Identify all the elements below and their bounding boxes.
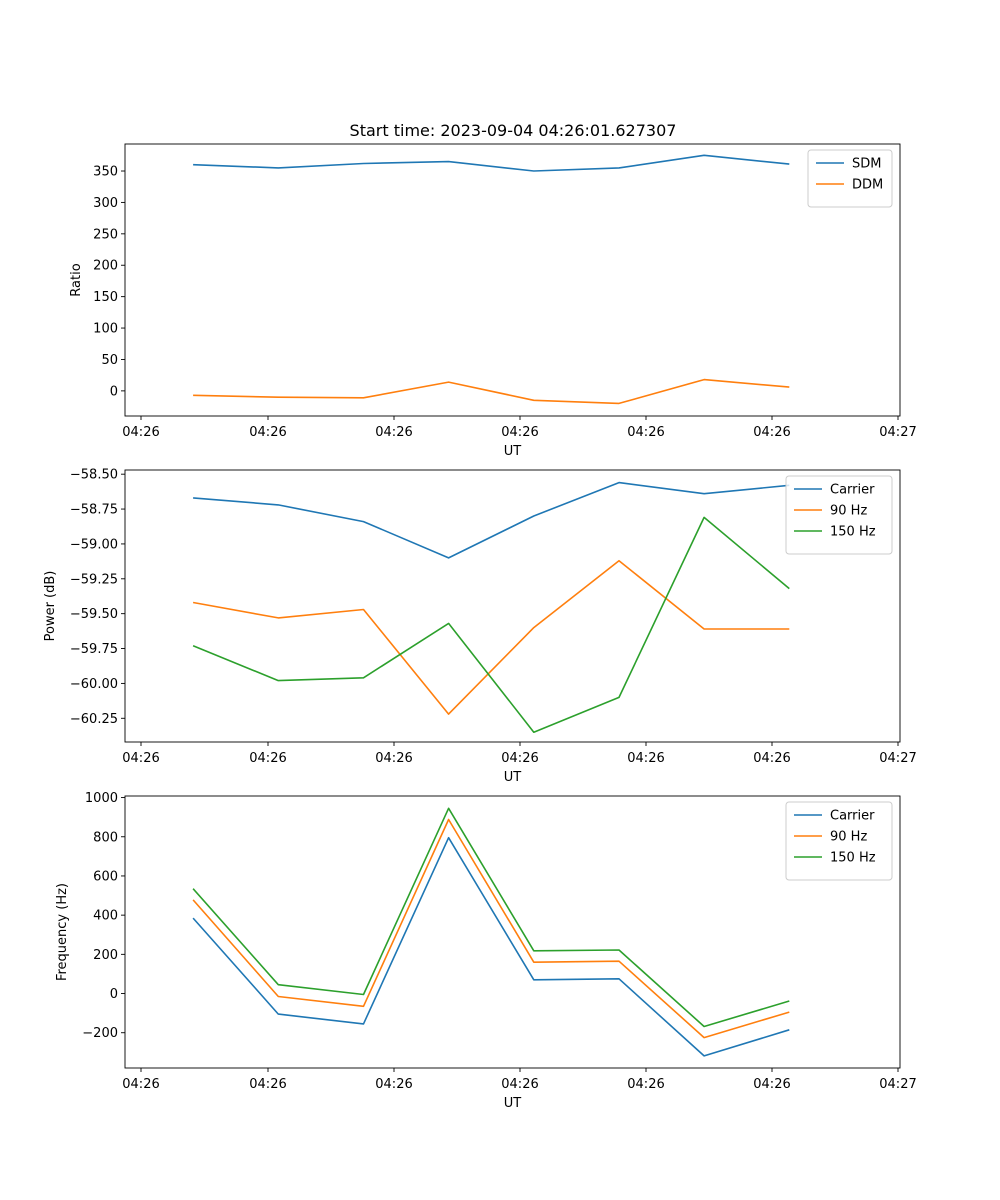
x-tick-label: 04:26: [249, 751, 286, 766]
x-tick-label: 04:26: [501, 1077, 538, 1092]
y-tick-label: 400: [93, 909, 118, 924]
x-tick-label: 04:26: [122, 425, 159, 440]
x-tick-label: 04:26: [627, 425, 664, 440]
x-tick-label: 04:26: [501, 425, 538, 440]
y-tick-label: −59.50: [70, 607, 118, 622]
y-tick-label: 0: [110, 987, 118, 1002]
legend-label: 90 Hz: [830, 830, 867, 845]
x-tick-label: 04:26: [249, 1077, 286, 1092]
x-tick-label: 04:26: [122, 751, 159, 766]
series-line-90-hz: [192, 559, 790, 715]
series-line-sdm: [193, 154, 790, 172]
axes-frame: [124, 469, 901, 743]
y-axis-label: Frequency (Hz): [55, 883, 70, 981]
x-axis-label: UT: [504, 770, 522, 785]
x-tick-label: 04:26: [753, 751, 790, 766]
series-line-150-hz: [192, 807, 790, 1028]
y-tick-label: 100: [93, 322, 118, 337]
y-axis-label: Ratio: [69, 263, 84, 296]
y-tick-label: 1000: [85, 791, 118, 806]
legend-label: 90 Hz: [830, 504, 867, 519]
y-tick-label: 300: [93, 196, 118, 211]
x-tick-label: 04:26: [627, 751, 664, 766]
x-tick-label: 04:26: [375, 425, 412, 440]
x-tick-label: 04:26: [753, 1077, 790, 1092]
y-axis-label: Power (dB): [43, 571, 58, 642]
legend-box: [785, 475, 893, 555]
legend-label: Carrier: [830, 483, 875, 498]
plot-frequency: −200 0 200 400 600 800 1000 04:26 04:26 04:26 04:2…: [55, 791, 917, 1111]
x-tick-label: 04:27: [879, 425, 916, 440]
x-tick-label: 04:26: [375, 1077, 412, 1092]
y-tick-label: −60.25: [70, 712, 118, 727]
figure-title: Start time: 2023-09-04 04:26:01.627307: [350, 121, 677, 140]
axes-frame: [124, 795, 901, 1069]
x-tick-label: 04:26: [753, 425, 790, 440]
legend-label: 150 Hz: [830, 851, 876, 866]
legend-label: DDM: [852, 178, 883, 193]
x-tick-label: 04:27: [879, 1077, 916, 1092]
y-tick-label: −58.50: [70, 468, 118, 483]
x-axis-label: UT: [504, 444, 522, 459]
series-line-150-hz: [192, 516, 790, 734]
series-line-carrier: [193, 481, 790, 559]
y-tick-label: 200: [93, 948, 118, 963]
plot-power: −58.50 −58.75 −59.00 −59.25 −59.50 −59.75 −60.…: [43, 468, 917, 785]
x-tick-label: 04:26: [122, 1077, 159, 1092]
legend-label: 150 Hz: [830, 525, 876, 540]
y-tick-label: 350: [93, 165, 118, 180]
y-tick-label: −59.00: [70, 537, 118, 552]
y-tick-label: 800: [93, 830, 118, 845]
series-line-carrier: [192, 836, 790, 1057]
y-tick-label: 200: [93, 259, 118, 274]
legend-label: Carrier: [830, 809, 875, 824]
series-line-ddm: [193, 378, 790, 405]
y-tick-label: −60.00: [70, 677, 118, 692]
legend-box: [807, 149, 893, 208]
y-tick-label: −58.75: [70, 503, 118, 518]
y-tick-label: −200: [82, 1026, 118, 1041]
y-tick-label: 250: [93, 227, 118, 242]
y-tick-label: 600: [93, 869, 118, 884]
x-tick-label: 04:26: [501, 751, 538, 766]
y-tick-label: 0: [110, 384, 118, 399]
y-tick-label: −59.75: [70, 642, 118, 657]
axes-frame: [124, 143, 901, 417]
legend-box: [785, 801, 893, 881]
series-line-90-hz: [192, 818, 790, 1039]
x-tick-label: 04:26: [375, 751, 412, 766]
legend-label: SDM: [852, 157, 881, 172]
x-tick-label: 04:26: [627, 1077, 664, 1092]
y-tick-label: 150: [93, 290, 118, 305]
x-axis-label: UT: [504, 1096, 522, 1111]
x-tick-label: 04:27: [879, 751, 916, 766]
plot-ratio: 0 50 100 150 200 250 300 350 04:26 04:26 04:26 04:2…: [69, 143, 917, 459]
x-tick-label: 04:26: [249, 425, 286, 440]
y-tick-label: 50: [101, 353, 118, 368]
y-tick-label: −59.25: [70, 572, 118, 587]
